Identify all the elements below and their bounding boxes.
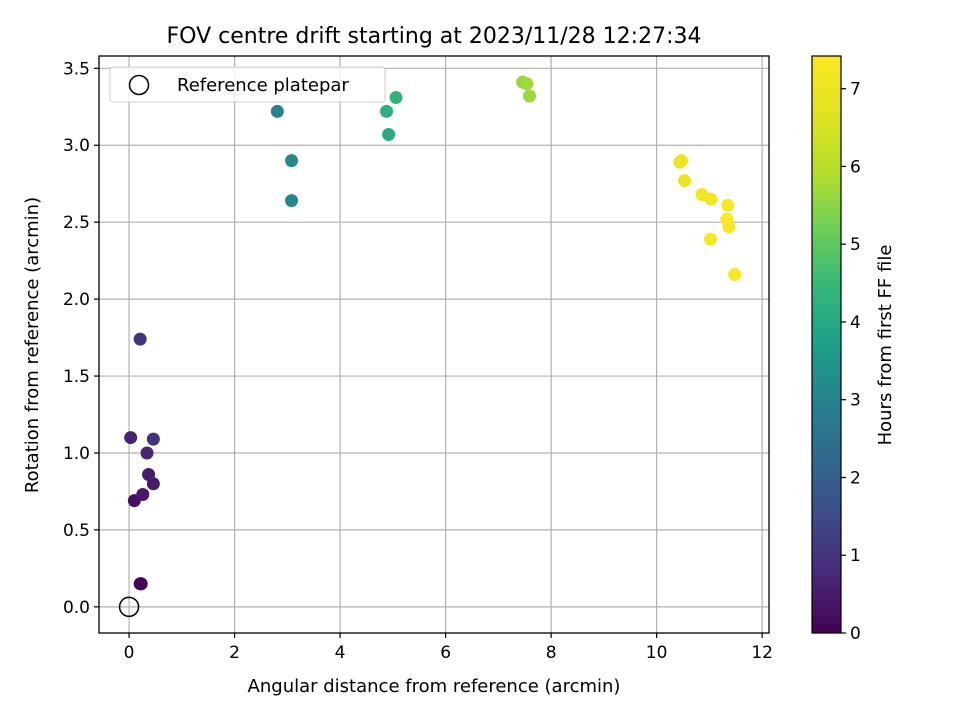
x-tick-label: 8 <box>546 643 557 663</box>
colorbar-gradient <box>811 55 842 634</box>
x-tick-label: 6 <box>440 643 451 663</box>
colorbar-tick-label: 7 <box>850 80 861 100</box>
y-tick-label: 1.5 <box>63 367 90 387</box>
colorbar-tick-label: 4 <box>850 313 861 333</box>
colorbar: 0 1 2 3 4 5 6 7 Hours from first FF file <box>811 55 896 644</box>
scatter-point <box>142 468 156 482</box>
plot-frame <box>98 55 770 634</box>
scatter-point <box>722 220 736 234</box>
y-tick-label: 1.0 <box>63 444 90 464</box>
y-axis-ticks: 0.0 0.5 1.0 1.5 2.0 2.5 3.0 3.5 <box>63 59 99 618</box>
scatter-point <box>703 232 717 246</box>
legend-box <box>109 66 386 103</box>
colorbar-tick-label: 5 <box>850 235 861 255</box>
x-tick-label: 12 <box>751 643 773 663</box>
legend-open-circle-icon <box>128 74 150 96</box>
scatter-point <box>389 91 403 105</box>
scatter-point <box>728 267 742 281</box>
x-tick-label: 10 <box>646 643 668 663</box>
y-tick-label: 2.5 <box>63 213 90 233</box>
y-tick-label: 3.0 <box>63 136 90 156</box>
scatter-point <box>133 577 147 591</box>
y-tick-label: 3.5 <box>63 59 90 79</box>
colorbar-tick-label: 6 <box>850 157 861 177</box>
colorbar-tick-label: 1 <box>850 546 861 566</box>
scatter-point <box>704 192 718 206</box>
scatter-point <box>133 332 147 346</box>
y-tick-label: 0.0 <box>63 598 90 618</box>
scatter-point <box>124 431 138 445</box>
y-axis-label: Rotation from reference (arcmin) <box>22 197 43 493</box>
chart-title: FOV centre drift starting at 2023/11/28 … <box>167 24 702 49</box>
legend-label-reference-platepar: Reference platepar <box>177 75 349 96</box>
colorbar-ticks: 0 1 2 3 4 5 6 7 <box>841 80 861 644</box>
colorbar-label: Hours from first FF file <box>875 245 896 446</box>
colorbar-tick-label: 2 <box>850 468 861 488</box>
scatter-point <box>140 446 154 460</box>
x-tick-label: 2 <box>229 643 240 663</box>
x-axis-label: Angular distance from reference (arcmin) <box>248 676 621 697</box>
grid-lines <box>99 56 769 633</box>
colorbar-tick-label: 3 <box>850 391 861 411</box>
y-tick-label: 0.5 <box>63 521 90 541</box>
scatter-point <box>678 174 692 188</box>
scatter-point <box>674 154 688 168</box>
x-tick-label: 4 <box>335 643 346 663</box>
x-tick-label: 0 <box>124 643 135 663</box>
scatter-point <box>285 194 299 208</box>
reference-marker <box>118 596 140 618</box>
scatter-point <box>380 104 394 118</box>
scatter-point <box>136 488 150 502</box>
scatter-point <box>285 154 299 168</box>
scatter-point <box>382 127 396 141</box>
reference-point-marker <box>118 596 140 618</box>
scatter-point <box>721 198 735 212</box>
scatter-point <box>522 89 536 103</box>
scatter-point <box>146 432 160 446</box>
scatter-point <box>520 77 534 91</box>
data-points <box>124 75 742 591</box>
legend: Reference platepar <box>109 66 386 103</box>
y-tick-label: 2.0 <box>63 290 90 310</box>
x-axis-ticks: 0 2 4 6 8 10 12 <box>124 633 773 663</box>
scatter-point <box>270 104 284 118</box>
colorbar-tick-label: 0 <box>850 624 861 644</box>
